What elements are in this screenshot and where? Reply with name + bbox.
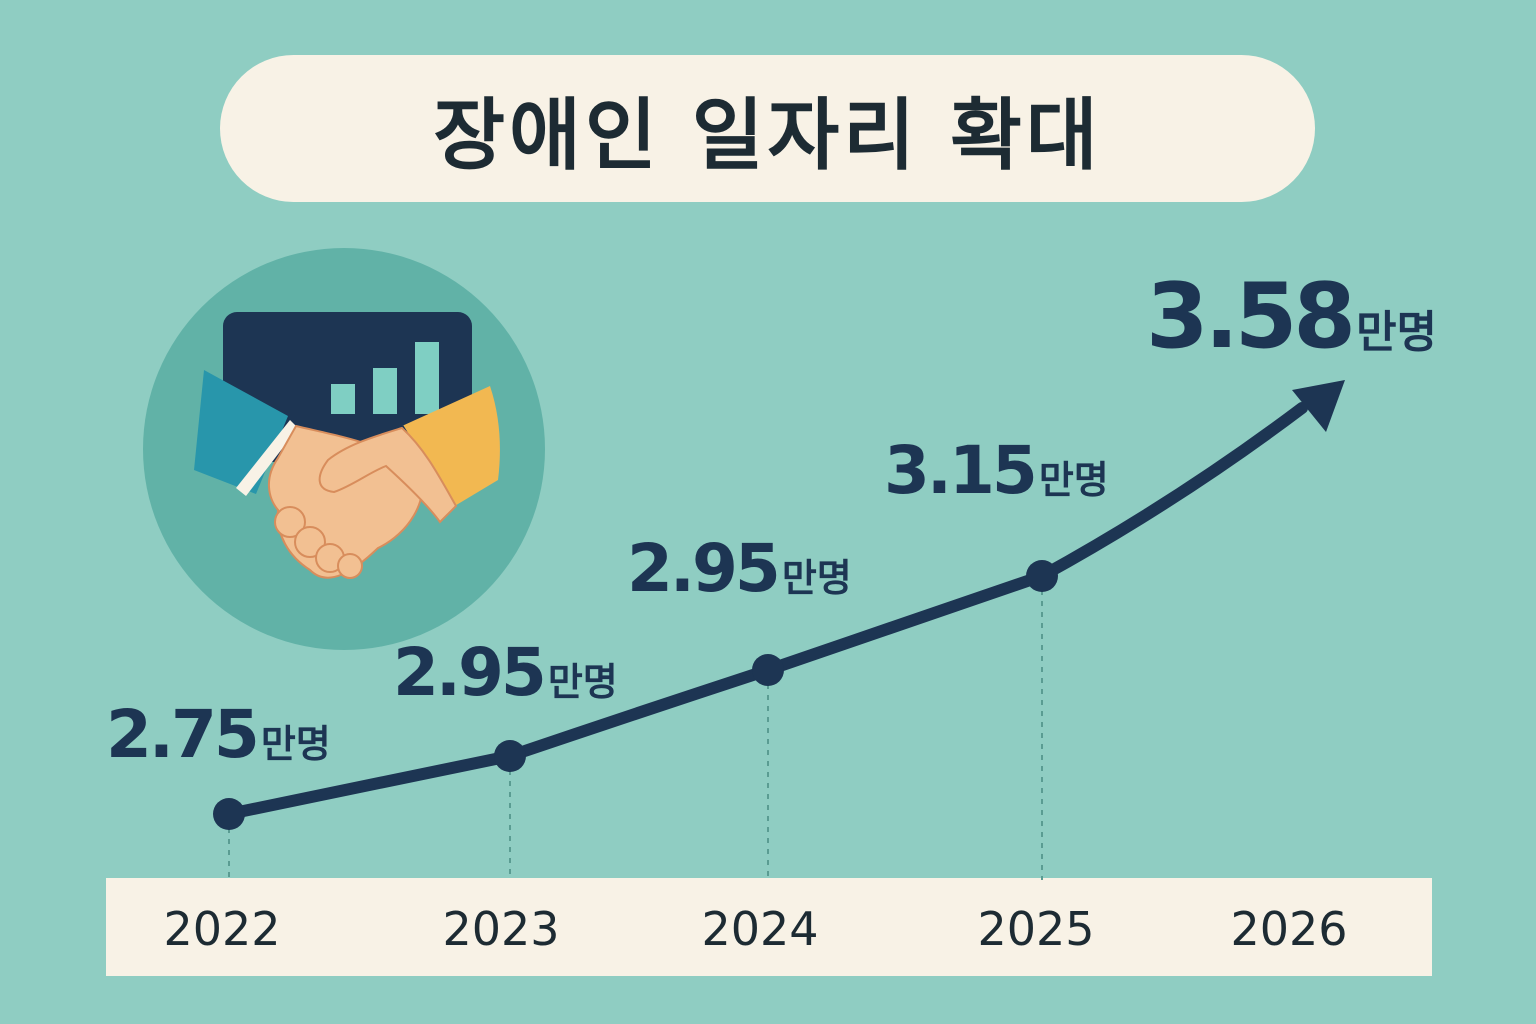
data-label: 3.58만명 [1146,272,1437,362]
x-tick-label: 2025 [977,902,1095,956]
data-label-value: 3.58 [1146,264,1356,369]
data-label: 2.95 만명 [393,640,618,706]
series-line [223,402,1308,820]
data-point [213,798,245,830]
data-label-value: 2.95 [393,634,547,711]
handshake-icon [194,370,500,579]
data-label: 3.15 만명 [884,438,1109,504]
x-axis-band [106,878,1432,976]
data-label-value: 3.15 [884,432,1038,509]
data-label-unit: 만명 [1038,458,1109,502]
title-banner: 장애인 일자리 확대 [220,55,1315,202]
data-label: 2.95 만명 [627,536,852,602]
x-tick-label: 2022 [163,902,281,956]
chart-title: 장애인 일자리 확대 [433,90,1102,181]
data-label: 2.75 만명 [106,702,331,768]
data-label-unit: 만명 [260,722,331,766]
data-label-value: 2.75 [106,696,260,773]
data-point [752,654,784,686]
x-tick-label: 2023 [442,902,560,956]
x-tick-label: 2024 [701,902,819,956]
handshake-illustration [138,248,550,650]
data-label-unit: 만명 [781,556,852,600]
x-tick-label: 2026 [1230,902,1348,956]
data-point-arrow [1292,380,1345,432]
data-label-unit: 만명 [547,660,618,704]
data-point [494,740,526,772]
data-label-value: 2.95 [627,530,781,607]
data-point [1026,560,1058,592]
data-label-unit: 만명 [1356,307,1438,358]
